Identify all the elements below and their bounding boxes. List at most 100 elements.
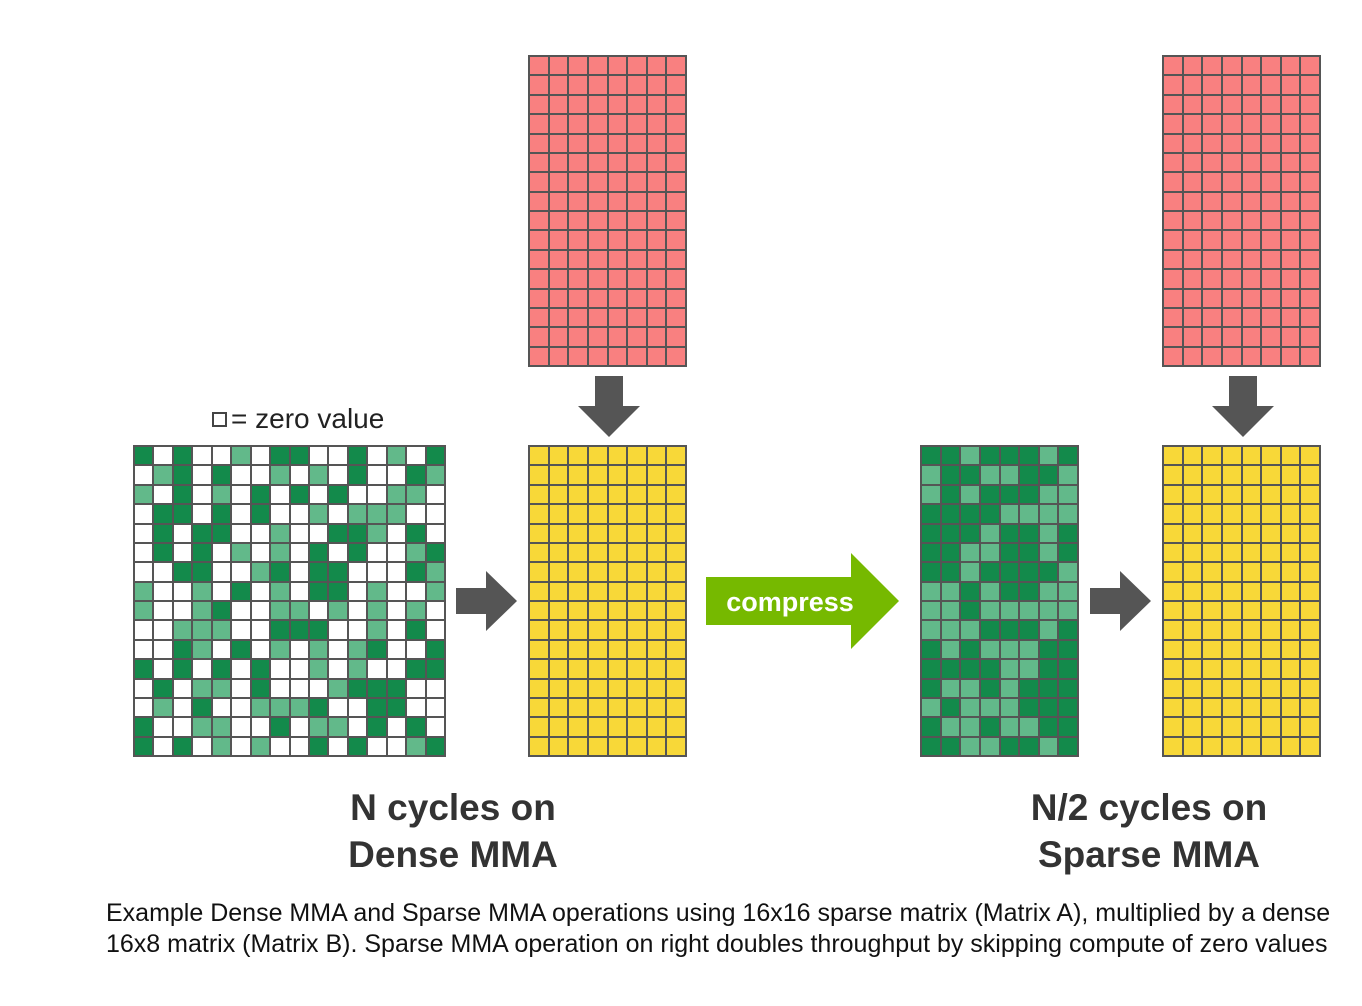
matrix-cell [251,505,270,523]
matrix-cell [1164,153,1182,172]
matrix-cell [232,582,250,600]
matrix-cell [212,602,231,620]
matrix-cell [135,602,153,620]
matrix-cell [1301,173,1319,191]
matrix-cell [941,485,960,504]
matrix-cell [1183,485,1202,504]
matrix-cell [588,698,607,717]
matrix-cell [368,466,386,484]
down-arrow-icon [578,376,640,437]
matrix-cell [667,134,685,152]
matrix-cell [588,231,607,249]
matrix-cell [1242,57,1261,75]
matrix-cell [387,485,406,504]
matrix-cell [530,76,548,94]
matrix-cell [647,270,666,288]
matrix-cell [1262,192,1280,210]
matrix-cell [1203,270,1221,288]
matrix-cell [628,270,646,288]
matrix-cell [549,308,568,327]
matrix-cell [1262,76,1280,94]
matrix-cell [1183,270,1202,288]
matrix-cell [1020,485,1038,504]
matrix-cell [588,640,607,659]
matrix-cell [588,543,607,562]
matrix-cell [1203,698,1221,717]
matrix-cell [530,524,548,542]
matrix-cell [1242,640,1261,659]
matrix-cell [1281,289,1300,307]
matrix-cell [608,289,627,307]
matrix-cell [173,602,192,620]
matrix-cell [1020,447,1038,465]
matrix-cell [941,737,960,755]
matrix-cell [1164,328,1182,346]
matrix-cell [608,76,627,94]
matrix-cell [530,270,548,288]
matrix-cell [368,582,386,600]
matrix-cell [271,563,289,581]
matrix-cell [628,698,646,717]
matrix-cell [1262,543,1280,562]
matrix-cell [173,660,192,678]
matrix-cell [348,505,367,523]
matrix-cell [232,543,250,562]
compress-label: compress [726,587,854,617]
matrix-cell [329,718,347,736]
matrix-cell [1203,602,1221,620]
matrix-cell [387,505,406,523]
matrix-cell [569,289,587,307]
matrix-cell [647,737,666,755]
matrix-cell [193,640,211,659]
matrix-cell [569,192,587,210]
matrix-cell [530,602,548,620]
matrix-cell [1039,563,1058,581]
matrix-cell [1222,308,1241,327]
matrix-cell [922,543,940,562]
matrix-cell [135,505,153,523]
matrix-cell [407,640,425,659]
matrix-cell [588,485,607,504]
matrix-cell [1281,543,1300,562]
matrix-cell [1222,698,1241,717]
matrix-cell [922,602,940,620]
matrix-cell [135,718,153,736]
matrix-cell [1164,660,1182,678]
matrix-cell [1262,563,1280,581]
matrix-cell [212,737,231,755]
matrix-cell [1203,192,1221,210]
matrix-cell [980,660,999,678]
matrix-cell [647,660,666,678]
matrix-cell [173,737,192,755]
matrix-cell [329,485,347,504]
sparse-output-matrix [1162,445,1321,757]
matrix-cell [1020,640,1038,659]
matrix-cell [329,660,347,678]
matrix-cell [271,621,289,639]
matrix-cell [647,95,666,114]
matrix-cell [348,447,367,465]
matrix-cell [329,543,347,562]
matrix-cell [1222,602,1241,620]
matrix-cell [549,347,568,365]
matrix-cell [569,95,587,114]
matrix-cell [290,602,308,620]
matrix-cell [368,679,386,697]
matrix-cell [1020,602,1038,620]
matrix-cell [368,485,386,504]
matrix-cell [980,524,999,542]
matrix-cell [212,660,231,678]
matrix-cell [1183,231,1202,249]
matrix-cell [368,563,386,581]
matrix-cell [1164,308,1182,327]
matrix-cell [1203,153,1221,172]
matrix-cell [1020,698,1038,717]
matrix-cell [426,466,444,484]
matrix-cell [647,308,666,327]
matrix-cell [961,621,979,639]
matrix-cell [922,582,940,600]
matrix-cell [1059,679,1077,697]
legend-text: = zero value [231,403,385,434]
matrix-cell [1203,289,1221,307]
matrix-cell [1000,582,1019,600]
